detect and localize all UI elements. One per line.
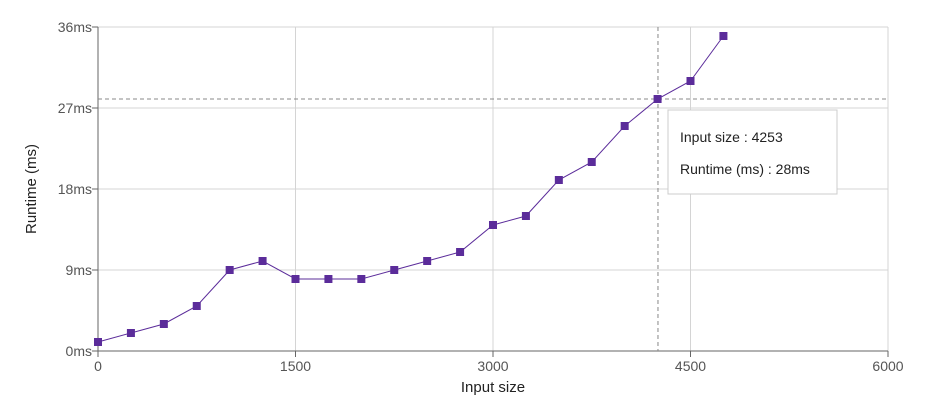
tooltip: Input size : 4253 Runtime (ms) : 28ms [667,109,838,195]
data-point [456,248,465,256]
y-tick-label: 18ms [58,181,92,197]
data-point [159,320,168,328]
data-point [587,158,596,166]
x-tick-label: 0 [94,358,102,374]
data-point [653,95,662,103]
y-tick-label: 36ms [58,19,92,35]
data-point [390,266,399,274]
data-point [192,302,201,310]
tooltip-box [667,109,838,195]
y-tick-label: 27ms [58,100,92,116]
data-point [291,275,300,283]
series-line [97,35,724,343]
x-tick-label: 1500 [280,358,311,374]
x-tick-label: 6000 [872,358,903,374]
data-point [225,266,234,274]
data-point [620,122,629,130]
data-point [423,257,432,265]
y-tick-label: 0ms [66,343,92,359]
data-point [94,338,102,346]
x-tick-label: 4500 [675,358,706,374]
data-point [554,176,563,184]
tooltip-input-size: Input size : 4253 [680,129,783,145]
data-point [521,212,530,220]
y-tick-label: 9ms [66,262,92,278]
x-axis-title: Input size [461,379,525,396]
data-point [258,257,267,265]
data-point [719,32,728,40]
y-axis-title: Runtime (ms) [23,144,40,234]
crosshair [98,27,888,351]
axes: 0ms 9ms 18ms 27ms 36ms 0 1500 3000 4500 6000 [58,19,904,374]
data-point [126,329,135,337]
data-point [686,77,695,85]
data-point [489,221,497,229]
series-runtime [94,32,728,346]
x-tick-label: 3000 [477,358,508,374]
data-point [324,275,333,283]
data-point [357,275,366,283]
tooltip-runtime: Runtime (ms) : 28ms [680,161,810,177]
